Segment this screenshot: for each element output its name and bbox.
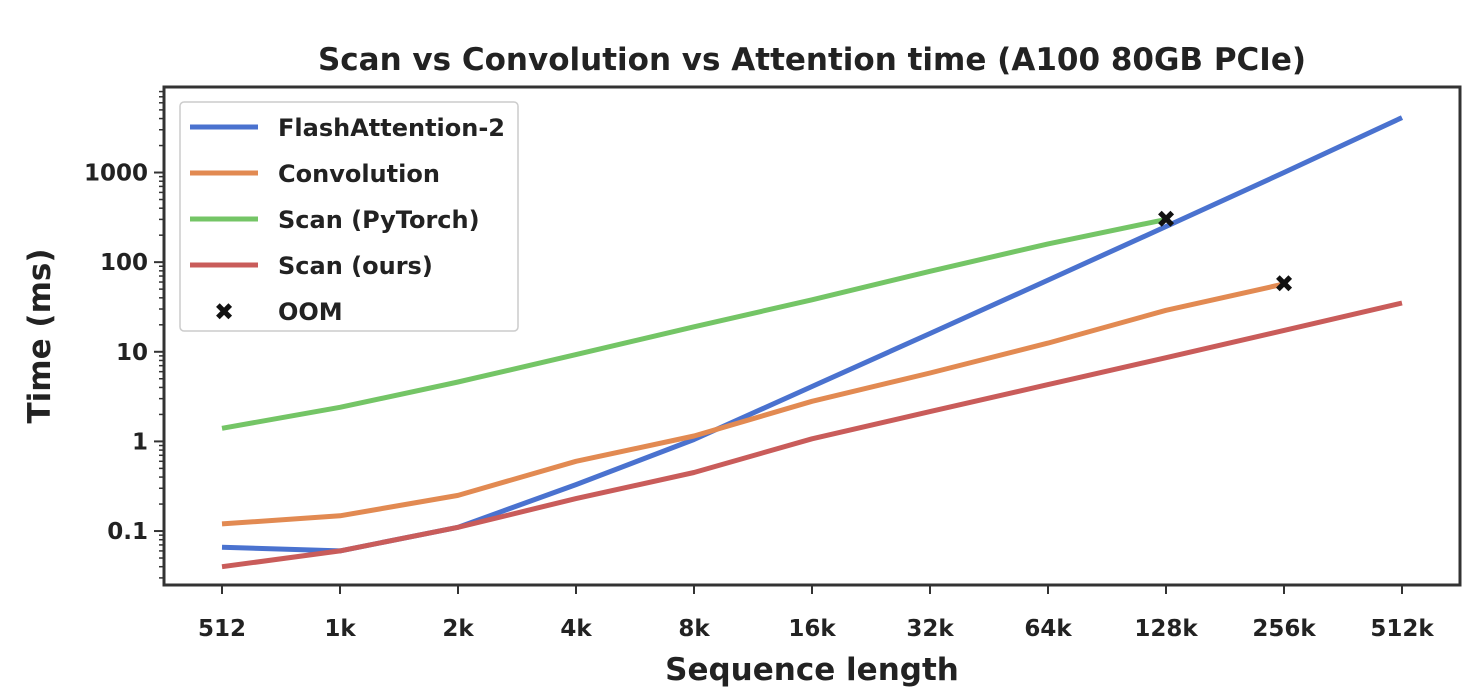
legend-label-convolution: Convolution	[278, 160, 440, 188]
y-tick-label: 1	[132, 429, 148, 455]
oom-marker: ✖	[1274, 270, 1294, 298]
legend-label-oom: OOM	[278, 298, 343, 326]
chart-title: Scan vs Convolution vs Attention time (A…	[318, 42, 1306, 78]
x-tick-label: 1k	[324, 616, 356, 642]
legend-label-scan-pytorch: Scan (PyTorch)	[278, 206, 480, 234]
legend-box	[179, 101, 519, 332]
y-tick-label: 1000	[84, 161, 148, 187]
axis-ticks: 512 1k 2k 4k 8k 16k 32k 64k 128k 256k 512k 0.1 1 10 10…	[84, 90, 1434, 642]
x-tick-label: 4k	[560, 616, 592, 642]
x-tick-label: 512k	[1370, 616, 1434, 642]
legend-label-flashattention-2: FlashAttention-2	[278, 114, 505, 142]
legend-marker-oom: ✖	[214, 298, 234, 326]
x-tick-label: 32k	[906, 616, 954, 642]
x-axis-title: Sequence length	[665, 652, 959, 688]
y-tick-label: 100	[100, 250, 148, 276]
x-tick-label: 128k	[1134, 616, 1198, 642]
legend: FlashAttention-2 Convolution Scan (PyTorch…	[179, 101, 519, 332]
x-tick-label: 8k	[678, 616, 710, 642]
x-tick-label: 256k	[1252, 616, 1316, 642]
plot-area: ✖✖	[221, 115, 1404, 570]
y-tick-label: 0.1	[107, 519, 148, 545]
legend-label-scan-ours: Scan (ours)	[278, 252, 433, 280]
x-tick-label: 512	[198, 616, 246, 642]
oom-marker: ✖	[1156, 205, 1176, 233]
series-line-scan-ours	[221, 300, 1403, 570]
series-line-convolution	[221, 281, 1285, 527]
x-tick-label: 2k	[442, 616, 474, 642]
x-tick-label: 64k	[1024, 616, 1072, 642]
y-tick-label: 10	[116, 340, 148, 366]
y-axis-title: Time (ms)	[22, 249, 58, 424]
x-tick-label: 16k	[788, 616, 836, 642]
series-line-scan-pytorch	[221, 216, 1167, 431]
